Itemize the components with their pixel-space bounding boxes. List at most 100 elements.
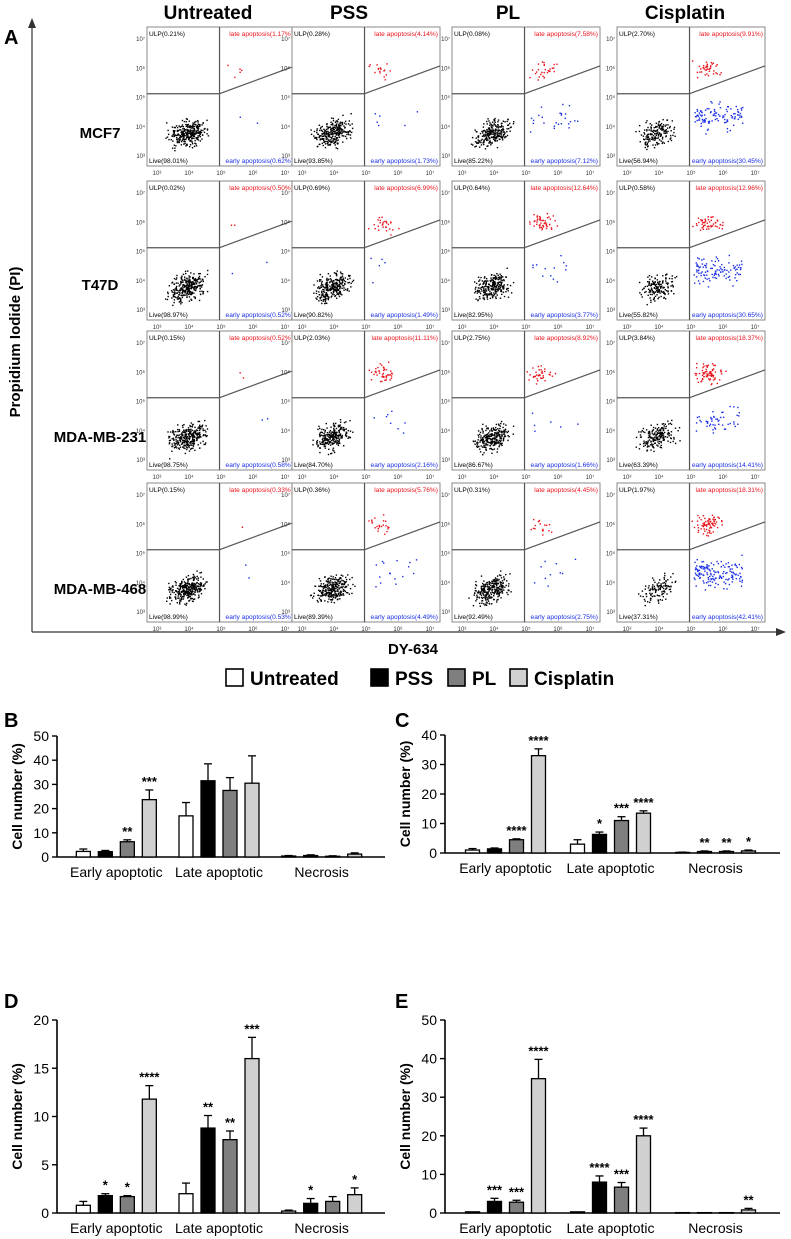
bar-untreated-1 [178,815,194,858]
x-tick-label: 10⁴ [654,324,664,331]
category-label: Early apoptotic [459,860,552,876]
x-tick-label: 10⁷ [586,626,595,633]
x-tick-label: 10⁵ [521,324,531,331]
x-tick-label: 10⁶ [393,474,403,481]
significance-marker: * [125,1180,131,1195]
early-apoptosis-dots [239,116,259,124]
x-tick-label: 10⁴ [184,324,194,331]
y-tick-label: 10⁵ [441,551,451,558]
early-apoptosis-dots [531,412,579,432]
y-tick-label: 40 [33,752,49,768]
y-tick-label: 10⁴ [441,428,451,435]
bar-cisplatin-2 [347,853,363,858]
live-label: Live(82.95%) [454,312,493,319]
bar-pss-2 [696,850,713,854]
early-apoptosis-label: early apoptosis(7.12%) [531,158,598,165]
ulp-label: ULP(0.31%) [454,487,490,494]
row-label-t47d: T47D [82,277,119,294]
y-tick-label: 10 [421,816,437,832]
y-tick-label: 10⁷ [441,36,450,43]
flow-plot-mcf7-pl: ULP(0.08%) late apoptosis(7.58%) Live(85.2… [441,26,601,177]
x-tick-label: 10⁴ [184,474,194,481]
flow-plot-frame [146,26,296,167]
y-tick-label: 10⁶ [136,369,146,376]
y-tick-label: 10⁶ [136,219,146,226]
bar-untreated-0 [464,1211,481,1214]
y-tick-label: 10 [33,825,49,841]
late-apoptosis-dots [694,362,727,386]
y-tick-label: 10⁵ [441,399,451,406]
late-apoptosis-label: late apoptosis(4.45%) [534,487,598,494]
x-tick-label: 10⁴ [329,626,339,633]
legend-label-cisplatin: Cisplatin [534,669,614,690]
early-apoptosis-label: early apoptosis(14.41%) [692,462,763,469]
y-tick-label: 10³ [441,610,450,616]
y-tick-label: 20 [33,801,49,817]
significance-marker: **** [633,1112,654,1127]
gate-diagonal [219,521,296,551]
x-tick-label: 10⁷ [426,474,435,481]
gate-diagonal [219,219,296,249]
bar-untreated-0 [75,850,91,858]
y-tick-label: 10⁴ [606,124,616,131]
bar-cisplatin-2 [740,850,757,854]
early-apoptosis-dots [533,558,577,587]
y-tick-label: 10⁵ [281,95,291,102]
late-apoptosis-label: late apoptosis(8.92%) [534,335,598,342]
early-apoptosis-dots [695,405,740,434]
late-apoptosis-label: late apoptosis(0.52%) [229,335,293,342]
y-tick-label: 10⁶ [441,369,451,376]
significance-marker: *** [614,1167,630,1182]
column-title-untreated: Untreated [164,3,253,24]
late-apoptosis-dots [691,60,722,79]
bar-cisplatin-1 [244,782,260,858]
bar-cisplatin-0 [141,1098,157,1214]
flow-plot-frame [291,26,441,167]
category-label: Early apoptotic [459,1220,552,1236]
late-apoptosis-dots [368,361,393,383]
gate-diagonal [689,65,766,95]
x-tick-label: 10³ [623,627,632,633]
significance-marker: *** [142,774,158,789]
x-tick-label: 10⁴ [654,170,664,177]
ulp-label: ULP(2.75%) [454,335,490,342]
live-population-dots [473,267,515,302]
bar-pl-0 [119,841,135,858]
y-axis-label: Cell number (%) [9,743,25,850]
ulp-label: ULP(3.84%) [619,335,655,342]
y-tick-label: 10⁷ [606,36,615,43]
y-tick-label: 10⁴ [441,580,451,587]
late-apoptosis-label: late apoptosis(12.64%) [531,185,598,192]
bar-untreated-0 [464,849,481,854]
gate-diagonal [689,219,766,249]
early-apoptosis-dots [532,254,568,283]
y-tick-label: 10⁵ [136,95,146,102]
bar-untreated-1 [569,843,586,854]
late-apoptosis-label: late apoptosis(7.58%) [534,31,598,38]
significance-marker: * [352,1172,358,1187]
live-label: Live(84.70%) [294,462,333,469]
y-tick-label: 10⁷ [136,492,145,499]
y-tick-label: 15 [33,1060,49,1076]
y-tick-label: 10⁶ [136,65,146,72]
y-tick-label: 10³ [136,610,145,616]
flow-plot-mcf7-pss: ULP(0.28%) late apoptosis(4.14%) Live(93.8… [281,26,441,177]
x-tick-label: 10³ [153,325,162,331]
bar-pl-1 [222,1139,238,1214]
x-tick-label: 10⁶ [718,626,728,633]
y-tick-label: 10⁶ [606,369,616,376]
y-tick-label: 10⁴ [281,278,291,285]
y-tick-label: 10³ [441,458,450,464]
flow-plot-frame [146,330,296,471]
y-tick-label: 10³ [606,154,615,160]
early-apoptosis-label: early apoptosis(3.77%) [531,312,598,319]
flow-plot-mda-mb-231-pss: ULP(2.03%) late apoptosis(11.11%) Live(84.… [281,330,441,481]
y-tick-label: 20 [421,786,437,802]
bar-untreated-2 [674,1211,691,1214]
y-tick-label: 10⁶ [281,65,291,72]
early-apoptosis-dots [245,564,250,579]
x-tick-label: 10³ [298,475,307,481]
y-tick-label: 10⁴ [136,278,146,285]
gate-diagonal [364,219,441,249]
